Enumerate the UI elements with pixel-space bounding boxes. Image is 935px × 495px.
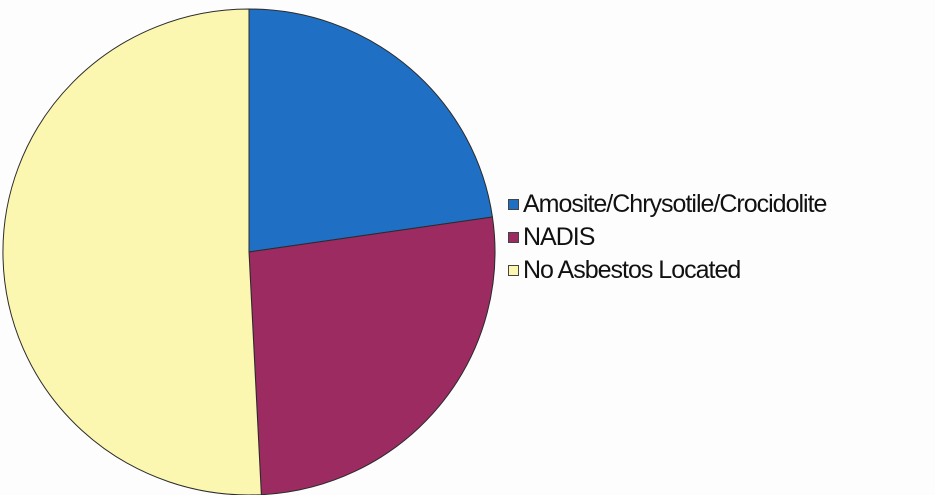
legend-label-amosite: Amosite/Chrysotile/Crocidolite	[523, 190, 827, 218]
pie-slices	[2, 8, 496, 495]
legend-label-no-asbestos: No Asbestos Located	[523, 256, 741, 284]
legend-item-no-asbestos: No Asbestos Located	[508, 255, 826, 286]
legend-label-nadis: NADIS	[523, 223, 595, 251]
pie-slice-no-asbestos	[2, 8, 262, 495]
pie-slice-nadis	[248, 216, 496, 495]
legend-swatch-nadis	[508, 232, 519, 243]
pie-slice-amosite	[248, 8, 494, 253]
legend-item-nadis: NADIS	[508, 222, 826, 253]
legend: Amosite/Chrysotile/Crocidolite NADIS No …	[508, 189, 827, 286]
legend-swatch-amosite	[508, 199, 519, 210]
legend-swatch-no-asbestos	[508, 265, 519, 276]
legend-item-amosite: Amosite/Chrysotile/Crocidolite	[508, 189, 827, 220]
